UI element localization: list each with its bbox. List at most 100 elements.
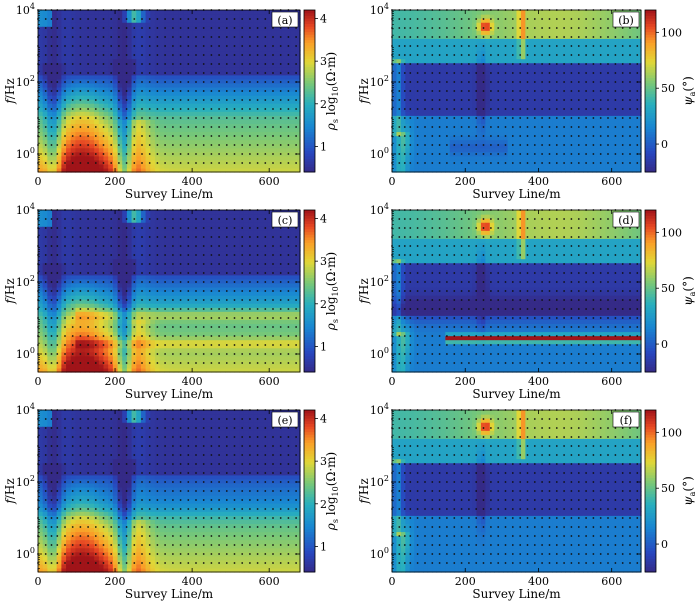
heatmap-cell [160, 59, 165, 64]
heatmap-cell [597, 30, 602, 35]
heatmap-cell [197, 75, 202, 80]
heatmap-cell [263, 38, 268, 43]
heatmap-cell [85, 140, 90, 145]
heatmap-cell [468, 59, 473, 64]
heatmap-cell [197, 67, 202, 72]
heatmap-cell [428, 46, 433, 51]
heatmap-cell [410, 119, 415, 124]
heatmap-cell [428, 111, 433, 116]
data-point [187, 153, 189, 155]
heatmap-cell [118, 103, 123, 108]
data-point [203, 135, 205, 137]
heatmap-cell [61, 103, 66, 108]
heatmap-cell [113, 156, 118, 161]
heatmap-cell [468, 111, 473, 116]
heatmap-cell [512, 111, 517, 116]
heatmap-cell [286, 164, 291, 169]
heatmap-cell [104, 164, 109, 169]
heatmap-cell [197, 83, 202, 88]
heatmap-cell [410, 46, 415, 51]
heatmap-cell [414, 22, 419, 27]
heatmap-cell [450, 83, 455, 88]
heatmap-cell [543, 132, 548, 137]
heatmap-cell [160, 14, 165, 19]
data-point [126, 153, 128, 155]
data-point [295, 144, 297, 146]
heatmap-cell [263, 111, 268, 116]
heatmap-cell [136, 46, 141, 51]
heatmap-cell [244, 51, 249, 56]
heatmap-cell [565, 22, 570, 27]
heatmap-cell [485, 38, 490, 43]
heatmap-cell [517, 111, 522, 116]
heatmap-cell [565, 59, 570, 64]
heatmap-cell [561, 140, 566, 145]
data-point [87, 72, 89, 74]
data-point [45, 27, 47, 29]
heatmap-cell [436, 14, 441, 19]
heatmap-cell [570, 51, 575, 56]
heatmap-cell [160, 79, 165, 84]
data-point [272, 45, 274, 47]
heatmap-cell [583, 22, 588, 27]
heatmap-cell [89, 156, 94, 161]
heatmap-cell [155, 156, 160, 161]
heatmap-cell [432, 95, 437, 100]
y-axis-label: f/Hz [3, 78, 17, 104]
heatmap-cell [94, 156, 99, 161]
heatmap-cell [441, 87, 446, 92]
heatmap-cell [530, 79, 535, 84]
heatmap-cell [423, 22, 428, 27]
heatmap-cell [499, 67, 504, 72]
heatmap-cell [601, 34, 606, 39]
heatmap-cell [490, 127, 495, 132]
heatmap-cell [220, 18, 225, 23]
heatmap-cell [150, 91, 155, 96]
heatmap-cell [485, 119, 490, 124]
heatmap-cell [450, 75, 455, 80]
heatmap-cell [601, 95, 606, 100]
data-point [72, 90, 74, 92]
heatmap-cell [539, 107, 544, 112]
heatmap-cell [155, 127, 160, 132]
heatmap-cell [445, 30, 450, 35]
heatmap-cell [454, 148, 459, 153]
heatmap-cell [113, 119, 118, 124]
heatmap-cell [286, 83, 291, 88]
heatmap-cell [127, 144, 132, 149]
heatmap-cell [605, 111, 610, 116]
heatmap-cell [267, 148, 272, 153]
data-point [64, 27, 66, 29]
heatmap-cell [423, 83, 428, 88]
data-point [234, 162, 236, 164]
heatmap-cell [459, 22, 464, 27]
heatmap-cell [202, 75, 207, 80]
heatmap-cell [543, 144, 548, 149]
data-point [211, 135, 213, 137]
heatmap-cell [543, 136, 548, 141]
heatmap-cell [281, 111, 286, 116]
heatmap-cell [202, 144, 207, 149]
heatmap-cell [445, 79, 450, 84]
heatmap-cell [552, 38, 557, 43]
heatmap-cell [539, 51, 544, 56]
heatmap-cell [565, 95, 570, 100]
heatmap-cell [174, 55, 179, 60]
heatmap-cell [441, 164, 446, 169]
heatmap-cell [534, 127, 539, 132]
data-point [249, 108, 251, 110]
heatmap-cell [552, 79, 557, 84]
data-point [218, 36, 220, 38]
heatmap-cell [192, 119, 197, 124]
data-point [110, 81, 112, 83]
heatmap-cell [476, 46, 481, 51]
panel-label: (a) [277, 14, 292, 27]
heatmap-cell [136, 132, 141, 137]
data-point [172, 135, 174, 137]
heatmap-cell [445, 63, 450, 68]
heatmap-cell [557, 148, 562, 153]
data-point [172, 36, 174, 38]
heatmap-cell [89, 63, 94, 68]
heatmap-cell [244, 14, 249, 19]
heatmap-cell [57, 148, 62, 153]
